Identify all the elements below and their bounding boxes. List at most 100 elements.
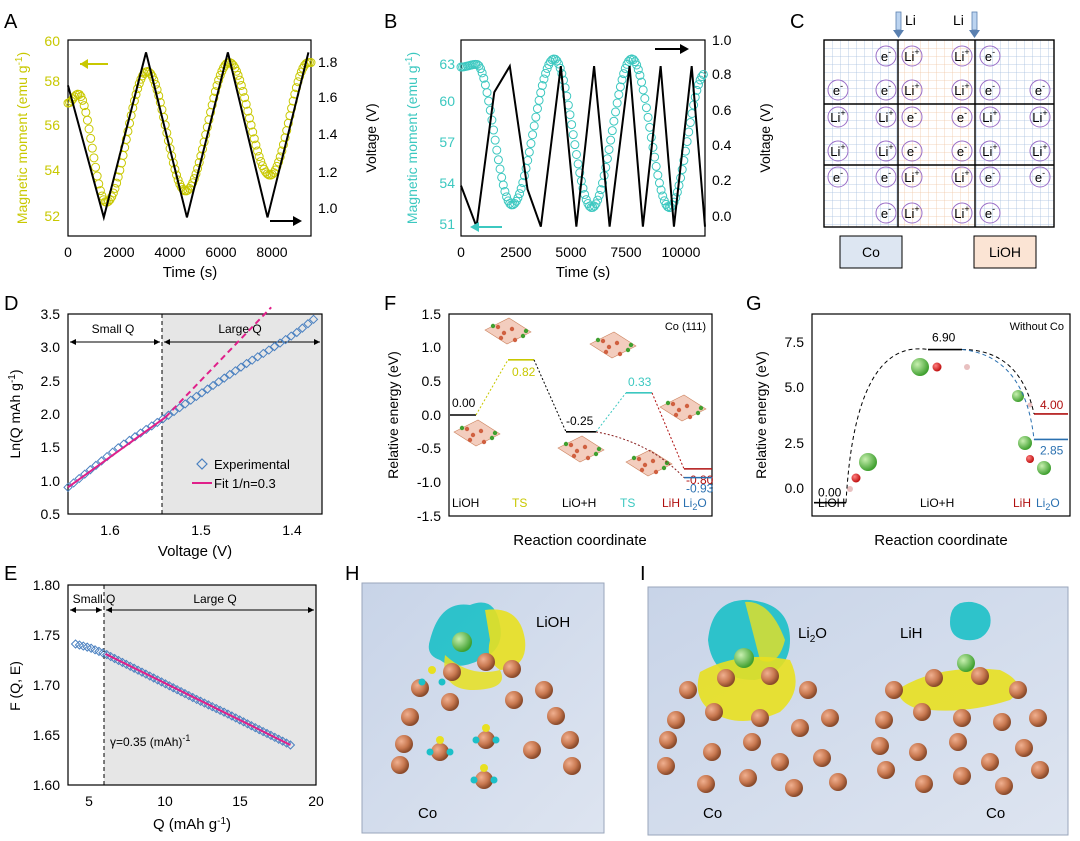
electron-marker [875,79,897,101]
panel-letter-e: E [4,563,17,585]
lithium-ion-marker [979,140,1001,162]
moment-marker [658,191,668,201]
atom-dot [670,401,676,407]
moment-marker [671,193,681,203]
co-atom [535,681,553,699]
o-atom [851,473,861,483]
moment-marker [523,155,533,165]
li-arrow-left [893,11,904,38]
electron-label: e- [881,168,891,185]
tick-label: -1.0 [417,474,441,490]
co-atom [791,719,809,737]
tick-label: 1.5 [191,522,211,538]
large-q-region [162,314,322,514]
moment-marker [565,110,575,120]
moment-marker [617,75,627,85]
state-label: LiOH [452,496,479,510]
tick-label: 58 [44,73,60,89]
lithium-ion-marker [901,45,923,67]
experimental-marker [253,352,263,362]
co-atom [1029,709,1047,727]
atom-dot [698,405,704,411]
tick-label: 1.6 [100,522,120,538]
panel-g: G Without Co 0.00 6.90 4.00 2.85 0.0 2.5 5.… [746,293,1071,549]
co-atom [953,709,971,727]
atom-dot [603,349,609,355]
charge-density-scene-i [657,599,1049,797]
experimental-marker [286,331,296,341]
electron-marker [979,202,1001,224]
tick-label: 0.4 [712,137,732,153]
moment-marker [567,120,577,130]
experimental-marker [269,341,280,352]
moment-marker [537,81,547,91]
co-atom [995,777,1013,795]
moment-marker [532,104,542,114]
molecule-label-h: LiOH [536,614,570,631]
electron-marker [827,79,849,101]
x-ticks-a: 0 2000 4000 6000 8000 [64,244,288,260]
series-group-f: 0.00 0.82 -0.25 0.33 -0.80-0.93 [450,358,714,496]
experimental-marker [258,348,269,359]
moment-marker [249,134,259,144]
li-atom [452,632,472,652]
tick-label: 1.0 [422,339,442,355]
electron-marker [1029,166,1051,188]
co-atom [981,753,999,771]
state-label: LiO+H [920,496,954,510]
x-axis-label-e: Q (mAh g-1) [153,816,231,833]
experimental-marker [264,345,274,355]
moment-marker [669,197,679,207]
tick-label: -0.5 [417,440,441,456]
x-axis-label-b: Time (s) [556,264,610,281]
atom-dot [642,462,648,468]
tick-label: 1.60 [33,777,60,793]
y-axis-label-g: Relative energy (eV) [753,351,769,479]
moment-marker [207,100,217,110]
moment-marker [79,101,89,111]
tick-label: 1.2 [318,164,338,180]
atom-dot [467,437,473,443]
moment-marker [684,127,694,137]
co-atom [547,707,565,725]
lithium-ion-label: Li+ [954,204,969,221]
plot-frame-g [811,313,1071,517]
co-atom [679,681,697,699]
moment-marker [594,190,604,200]
path-connector [961,349,1035,440]
moment-marker [536,88,546,98]
tick-label: 54 [44,162,60,178]
tick-label: 1.80 [33,577,60,593]
moment-marker [611,107,621,117]
moment-marker [550,54,560,64]
experimental-marker [78,641,89,651]
moment-marker [248,127,258,137]
electron-marker [875,202,897,224]
lithium-ion-label: Li+ [878,108,893,125]
lithium-ion-label: Li+ [904,168,919,185]
co-atom [871,737,889,755]
energy-label: 2.85 [1040,443,1064,457]
lithium-ion-marker [951,45,973,67]
tick-label: 51 [439,216,455,232]
electron-label: e- [957,142,967,159]
condition-label: Without Co [1010,321,1064,333]
lithium-ion-label: Li+ [954,168,969,185]
y-right-ticks-a: 1.0 1.2 1.4 1.6 1.8 [318,54,338,216]
moment-marker [547,55,557,65]
co-atom [659,731,677,749]
plot-frame-d [67,313,323,515]
co-atom [503,660,521,678]
y-axis-label-left-b: Magnetic moment (emu g-1) [404,52,420,224]
experimental-marker [219,373,229,383]
panel-letter-g: G [746,293,762,315]
moment-marker [628,55,638,65]
x-ticks-d: 1.6 1.5 1.4 [100,522,302,538]
atom-dot [568,442,574,448]
electron-marker [1029,79,1051,101]
plot-frame-f [448,313,713,517]
moment-marker [238,86,248,96]
atom-dot [687,414,693,420]
co-atom [971,667,989,685]
co-atom [561,731,579,749]
